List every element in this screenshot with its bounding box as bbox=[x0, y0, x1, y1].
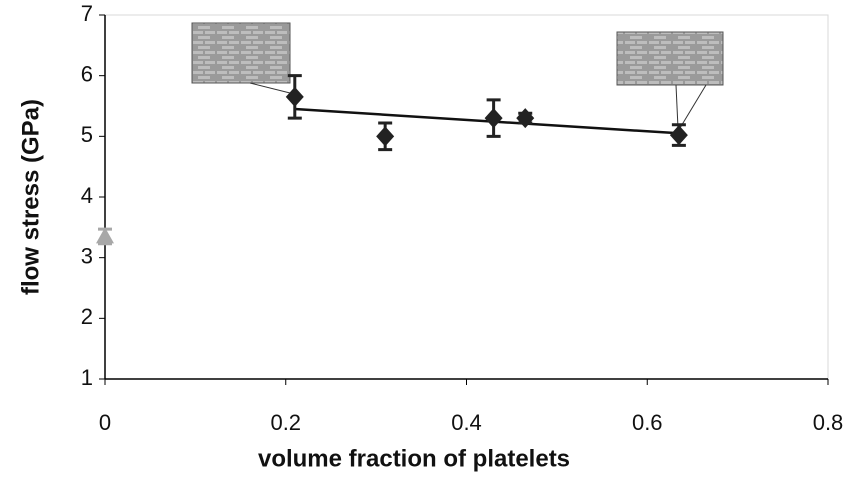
point bbox=[376, 126, 395, 147]
y-tick-label: 3 bbox=[81, 243, 93, 268]
x-axis-title: volume fraction of platelets bbox=[258, 445, 570, 472]
point bbox=[285, 86, 304, 107]
y-axis-title: flow stress (GPa) bbox=[17, 99, 44, 295]
inset-left bbox=[191, 22, 299, 96]
x-tick-label: 0 bbox=[99, 410, 111, 435]
y-tick-label: 4 bbox=[81, 183, 93, 208]
x-tick-label: 0.6 bbox=[632, 410, 663, 435]
inset-right bbox=[616, 31, 724, 129]
point bbox=[484, 108, 503, 129]
y-tick-label: 5 bbox=[81, 122, 93, 147]
point bbox=[669, 125, 688, 146]
y-tick-label: 6 bbox=[81, 61, 93, 86]
y-tick-label: 2 bbox=[81, 304, 93, 329]
x-tick-label: 0.2 bbox=[270, 410, 301, 435]
x-tick-label: 0.4 bbox=[451, 410, 482, 435]
trendline bbox=[294, 107, 679, 135]
point bbox=[516, 108, 535, 129]
y-tick-label: 1 bbox=[81, 365, 93, 390]
point bbox=[96, 227, 114, 244]
x-tick-label: 0.8 bbox=[813, 410, 844, 435]
y-tick-label: 7 bbox=[81, 1, 93, 26]
